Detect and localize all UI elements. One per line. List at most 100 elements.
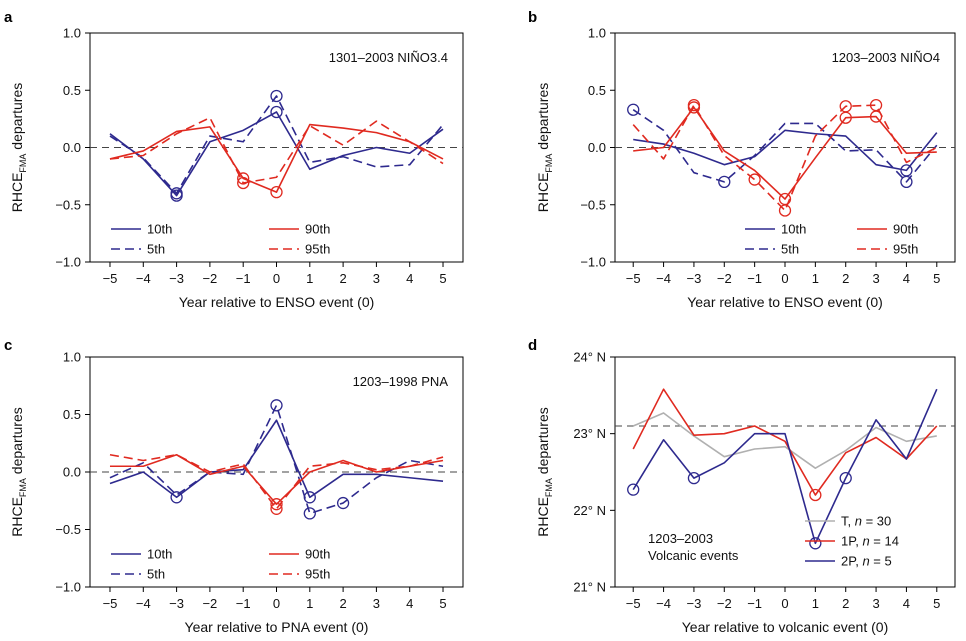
series-line — [109, 95, 444, 195]
x-tick-label: 0 — [781, 271, 788, 286]
x-tick-label: 2 — [339, 271, 346, 286]
x-tick-label: 4 — [406, 596, 413, 611]
significance-marker — [270, 186, 283, 199]
significance-marker — [718, 175, 731, 189]
series-3 — [633, 101, 937, 206]
series-1 — [633, 129, 938, 177]
x-tick-label: 1 — [812, 271, 819, 286]
x-tick-label: 3 — [872, 596, 879, 611]
y-tick-label: 23° N — [573, 426, 606, 441]
x-tick-label: −3 — [169, 271, 184, 286]
y-tick-label: −1.0 — [55, 580, 81, 595]
legend-label: 90th — [305, 547, 330, 562]
y-axis-label: RHCEFMA departures — [535, 407, 554, 537]
panel-annotation: Volcanic events — [648, 548, 739, 563]
significance-marker — [270, 89, 283, 103]
x-tick-label: 1 — [306, 596, 313, 611]
series-line — [109, 404, 444, 515]
x-tick-label: 4 — [406, 271, 413, 286]
panel-letter: a — [4, 9, 13, 26]
x-tick-label: −3 — [687, 271, 702, 286]
y-tick-label: −0.5 — [55, 197, 81, 212]
significance-marker — [270, 105, 283, 119]
x-tick-label: 3 — [373, 271, 380, 286]
y-tick-label: 0.5 — [588, 83, 606, 98]
series-1 — [109, 419, 444, 504]
y-tick-label: −0.5 — [55, 522, 81, 537]
x-tick-label: 2 — [339, 596, 346, 611]
series-2 — [109, 89, 444, 200]
significance-marker — [869, 98, 883, 112]
x-tick-label: −4 — [656, 271, 671, 286]
significance-marker — [170, 187, 183, 200]
panel-letter: c — [4, 337, 12, 354]
x-tick-label: −3 — [169, 596, 184, 611]
x-tick-label: −5 — [626, 271, 641, 286]
y-tick-label: 0.5 — [63, 407, 81, 422]
series-line — [632, 109, 938, 183]
significance-marker — [336, 496, 350, 510]
series-3 — [109, 453, 444, 511]
y-tick-label: 0.0 — [63, 465, 81, 480]
significance-marker — [237, 176, 250, 190]
y-axis-label: RHCEFMA departures — [9, 407, 28, 537]
legend-label: 90th — [305, 222, 330, 237]
legend-label: 10th — [147, 547, 172, 562]
series-2 — [627, 103, 938, 189]
x-tick-label: −1 — [236, 596, 251, 611]
x-tick-label: −4 — [136, 596, 151, 611]
significance-marker — [170, 491, 183, 504]
y-tick-label: 0.5 — [63, 83, 81, 98]
series-4 — [109, 453, 444, 515]
x-tick-label: 5 — [933, 271, 940, 286]
significance-marker — [778, 204, 792, 217]
x-tick-label: 5 — [933, 596, 940, 611]
x-tick-label: −5 — [626, 596, 641, 611]
panel-d: d 21° N 22° N 23° N 24° N −5 −4 −3 −2 −1 0 1 2 3 4 5 Yea… — [528, 337, 956, 635]
significance-marker — [270, 498, 283, 511]
x-tick-label: 4 — [903, 596, 910, 611]
x-tick-label: −1 — [747, 596, 762, 611]
x-axis-label: Year relative to PNA event (0) — [185, 619, 369, 635]
x-tick-label: −1 — [747, 271, 762, 286]
significance-marker — [627, 483, 640, 496]
x-tick-label: 3 — [872, 271, 879, 286]
panel-c: c −1.0 −0.5 0.0 0.5 1.0 −5 −4 −3 −2 −1 0 1 2 3 4 5 Year r… — [4, 337, 464, 635]
x-tick-label: −2 — [717, 596, 732, 611]
panel-annotation: 1203–1998 PNA — [353, 374, 449, 389]
significance-marker — [303, 507, 316, 520]
y-tick-label: −1.0 — [580, 255, 606, 270]
y-tick-label: 1.0 — [63, 350, 81, 365]
series-2 — [109, 399, 444, 520]
series-line — [633, 129, 938, 172]
significance-marker — [627, 103, 640, 116]
significance-marker — [270, 502, 283, 515]
panel-annotation: 1203–2003 — [648, 531, 713, 546]
series-2 — [632, 388, 938, 502]
series-line — [632, 388, 938, 496]
significance-marker — [748, 173, 761, 186]
x-tick-label: 3 — [373, 596, 380, 611]
x-tick-label: 5 — [439, 271, 446, 286]
x-tick-label: 1 — [306, 271, 313, 286]
panel-letter: d — [528, 337, 537, 354]
legend: T, n = 30 1P, n = 14 2P, n = 5 — [805, 514, 899, 569]
x-tick-label: −3 — [687, 596, 702, 611]
significance-marker — [839, 471, 852, 485]
series-4 — [632, 98, 938, 217]
x-tick-label: 0 — [273, 596, 280, 611]
panel-b: b −1.0 −0.5 0.0 0.5 1.0 −5 −4 −3 −2 −1 0 1 2 3 4 5 Year r… — [528, 9, 956, 310]
y-axis-label: RHCEFMA departures — [9, 83, 28, 213]
significance-marker — [900, 175, 913, 189]
x-tick-label: −1 — [236, 271, 251, 286]
panel-a: a −1.0 −0.5 0.0 0.5 1.0 −5 −4 −3 −2 −1 0 1 2 3 4 5 Year r… — [4, 9, 464, 310]
x-tick-label: −4 — [656, 596, 671, 611]
legend-label: T, n = 30 — [841, 514, 891, 529]
x-tick-label: 1 — [812, 596, 819, 611]
x-tick-label: 5 — [439, 596, 446, 611]
x-tick-label: 2 — [842, 271, 849, 286]
y-tick-label: 0.0 — [63, 140, 81, 155]
series-line — [633, 106, 937, 200]
significance-marker — [809, 537, 822, 550]
x-axis-label: Year relative to volcanic event (0) — [682, 619, 888, 635]
